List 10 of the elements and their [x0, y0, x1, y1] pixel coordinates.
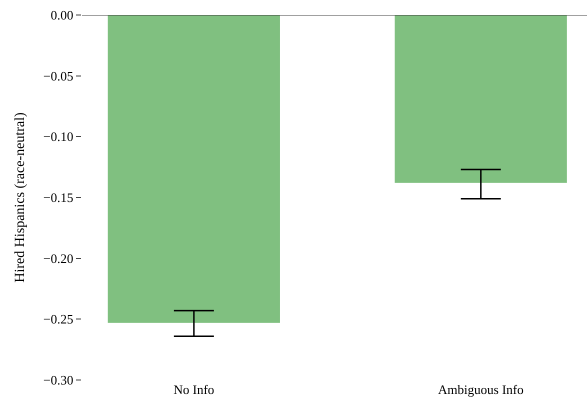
y-tick-label: −0.30 [43, 372, 74, 388]
y-tick-label: −0.15 [43, 190, 74, 206]
y-tick-label: 0.00 [50, 8, 74, 23]
y-tick-label: −0.25 [43, 312, 74, 327]
y-tick-label: −0.05 [43, 68, 74, 84]
x-tick-label: No Info [174, 382, 214, 397]
x-tick-label: Ambiguous Info [438, 382, 524, 397]
y-tick-label: −0.20 [43, 250, 74, 266]
y-tick-label: −0.10 [43, 129, 74, 144]
y-axis-title: Hired Hispanics (race-neutral) [12, 112, 28, 283]
